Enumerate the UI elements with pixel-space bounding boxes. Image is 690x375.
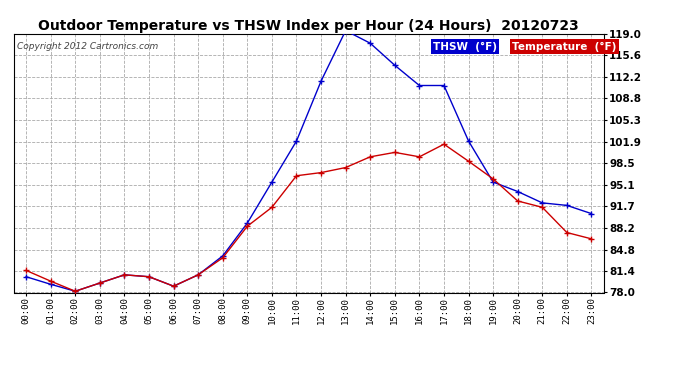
Text: Copyright 2012 Cartronics.com: Copyright 2012 Cartronics.com	[17, 42, 158, 51]
Text: THSW  (°F): THSW (°F)	[433, 42, 497, 52]
Text: Temperature  (°F): Temperature (°F)	[512, 42, 617, 52]
Title: Outdoor Temperature vs THSW Index per Hour (24 Hours)  20120723: Outdoor Temperature vs THSW Index per Ho…	[39, 19, 579, 33]
